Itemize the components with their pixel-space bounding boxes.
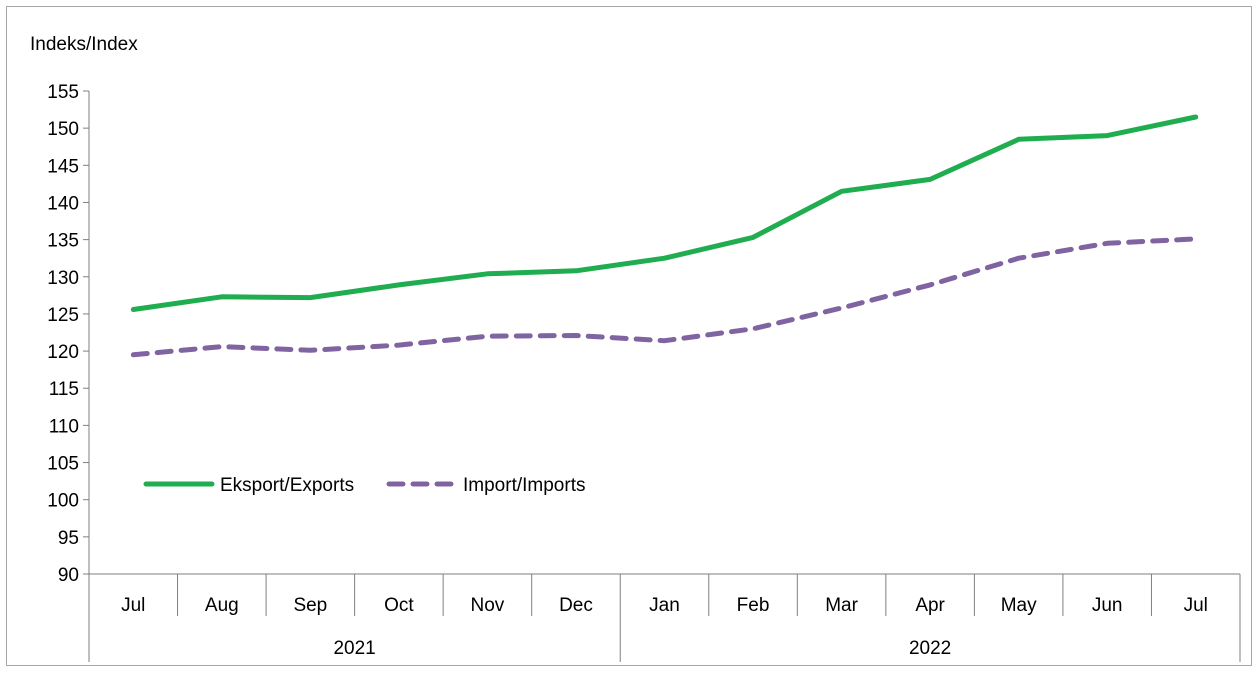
series-point bbox=[308, 348, 313, 353]
x-axis: Jul Aug Sep Oct Nov Dec Jan Feb Mar Apr May Jun Jul 2… bbox=[88, 573, 1241, 662]
y-tick-label: 110 bbox=[49, 416, 79, 437]
x-tick-label: Nov bbox=[471, 595, 505, 616]
x-tick-label: Jul bbox=[1184, 595, 1208, 616]
legend: Eksport/Exports Import/Imports bbox=[143, 475, 585, 496]
series-point bbox=[1016, 137, 1021, 142]
y-axis: 90 95 100 105 110 115 120 125 130 135 140 145 150 155 bbox=[47, 82, 90, 586]
series-point bbox=[1016, 256, 1021, 261]
series-point bbox=[396, 343, 401, 348]
series-point bbox=[1105, 133, 1110, 138]
y-tick-label: 150 bbox=[47, 119, 79, 140]
legend-label: Import/Imports bbox=[463, 475, 585, 496]
series-point bbox=[928, 177, 933, 182]
series-point bbox=[751, 326, 756, 331]
series-point bbox=[1193, 115, 1198, 120]
y-tick-label: 140 bbox=[47, 193, 79, 214]
series-point bbox=[1193, 236, 1198, 241]
series-point bbox=[396, 282, 401, 287]
y-tick-label: 100 bbox=[47, 491, 79, 512]
y-tick-label: 95 bbox=[58, 528, 79, 549]
year-group-label: 2021 bbox=[333, 638, 375, 659]
y-tick-label: 115 bbox=[49, 379, 79, 400]
series-point bbox=[928, 282, 933, 287]
x-tick-label: May bbox=[1001, 595, 1037, 616]
series-point bbox=[1105, 241, 1110, 246]
x-tick-label: Dec bbox=[559, 595, 593, 616]
series-layer bbox=[130, 114, 1199, 358]
y-tick-label: 135 bbox=[47, 231, 79, 252]
series-point bbox=[573, 268, 578, 273]
series-point bbox=[485, 271, 490, 276]
y-axis-title: Indeks/Index bbox=[30, 34, 138, 55]
chart-frame bbox=[6, 6, 1252, 666]
x-tick-label: Sep bbox=[293, 595, 327, 616]
y-tick-label: 125 bbox=[47, 305, 79, 326]
series-point bbox=[839, 305, 844, 310]
x-tick-label: Feb bbox=[737, 595, 770, 616]
y-tick-label: 105 bbox=[47, 454, 79, 475]
x-tick-label: Oct bbox=[384, 595, 414, 616]
y-tick-label: 120 bbox=[47, 342, 79, 363]
series-point bbox=[662, 338, 667, 343]
x-tick-label: Jun bbox=[1092, 595, 1123, 616]
series-line bbox=[130, 114, 1199, 312]
series-point bbox=[662, 256, 667, 261]
legend-label: Eksport/Exports bbox=[220, 475, 354, 496]
series-line bbox=[130, 236, 1199, 358]
x-tick-label: Jul bbox=[121, 595, 145, 616]
y-tick-label: 155 bbox=[47, 82, 79, 103]
series-point bbox=[219, 344, 224, 349]
series-point bbox=[219, 294, 224, 299]
series-point bbox=[308, 295, 313, 300]
x-tick-label: Apr bbox=[915, 595, 945, 616]
y-tick-label: 145 bbox=[47, 156, 79, 177]
y-tick-label: 130 bbox=[47, 268, 79, 289]
x-tick-label: Mar bbox=[825, 595, 858, 616]
year-group-label: 2022 bbox=[909, 638, 951, 659]
series-point bbox=[131, 352, 136, 357]
series-point bbox=[131, 307, 136, 312]
series-point bbox=[485, 334, 490, 339]
x-tick-label: Aug bbox=[205, 595, 239, 616]
y-tick-label: 90 bbox=[58, 565, 79, 586]
series-point bbox=[751, 235, 756, 240]
x-tick-label: Jan bbox=[649, 595, 680, 616]
series-point bbox=[839, 189, 844, 194]
series-point bbox=[573, 333, 578, 338]
